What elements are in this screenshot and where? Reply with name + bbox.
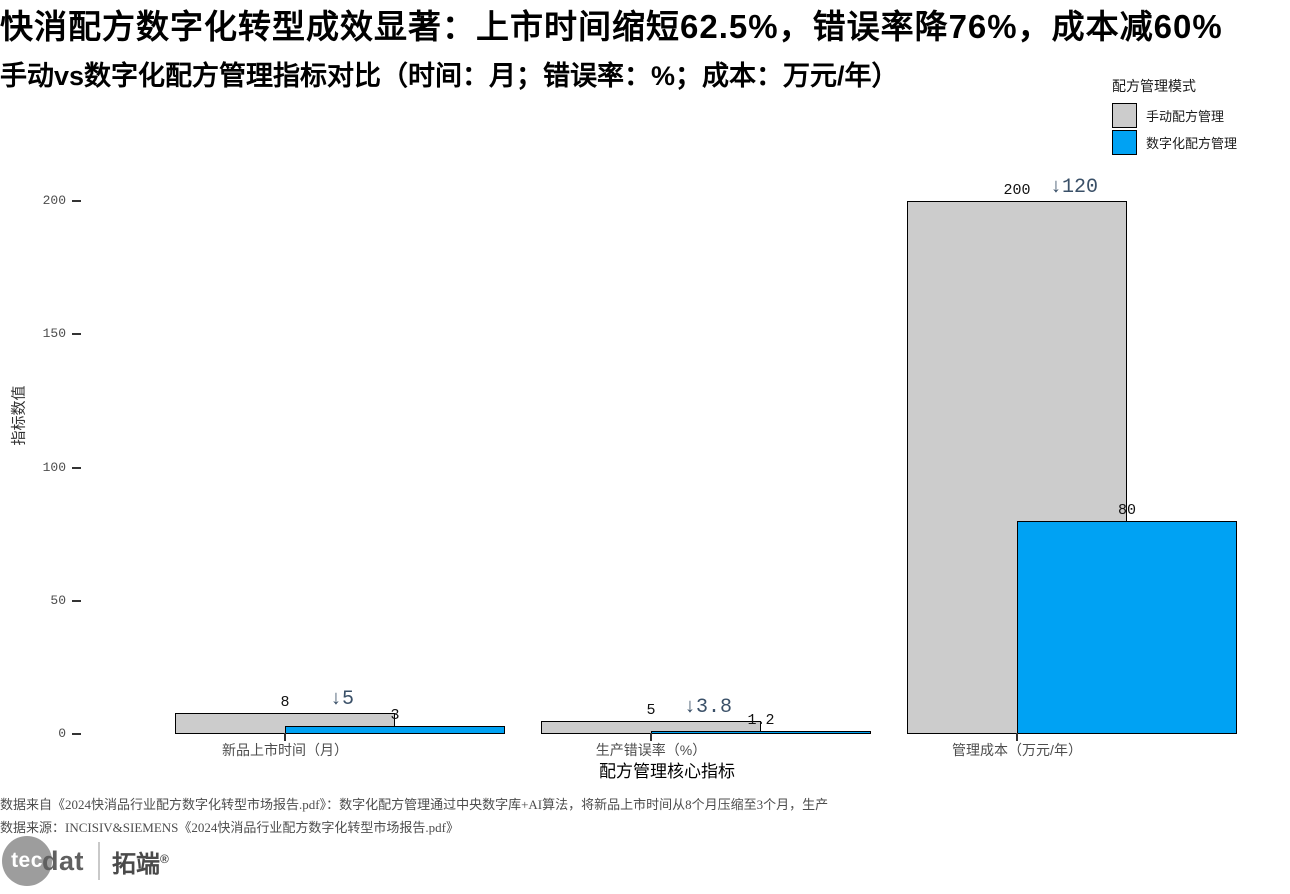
y-tick-label: 150 [42,326,66,342]
legend-swatch-icon [1112,103,1137,128]
y-tick-mark [72,466,81,469]
registered-mark: ® [160,851,169,866]
legend-title: 配方管理模式 [1112,78,1196,94]
y-tick-mark [72,599,81,602]
y-tick-mark [72,333,81,336]
value-label-digital-0: 3 [390,707,400,724]
y-tick-mark [72,733,81,735]
legend-items: 手动配方管理 数字化配方管理 [1112,102,1237,156]
value-label-manual-1: 5 [646,701,656,719]
legend-swatch-icon [1112,130,1137,155]
footer-source-citation: 数据来源：INCISIV&SIEMENS《2024快消品行业配方数字化转型市场报… [0,820,459,835]
y-tick-mark [72,200,81,202]
legend-item-label: 数字化配方管理 [1146,136,1238,151]
x-tick-mark [284,733,286,741]
reduction-annotation-1: ↓3.8 [683,695,733,719]
x-category-label: 生产错误率（%） [595,742,707,758]
legend: 配方管理模式 手动配方管理 数字化配方管理 [1112,76,1237,156]
y-tick-label: 0 [58,726,66,741]
tecdat-logo: tec dat 拓端® [2,835,169,887]
logo-dat-text: dat [42,845,84,876]
bar-digital-2 [1017,520,1237,734]
x-tick-mark [1016,733,1018,741]
reduction-annotation-2: ↓120 [1049,176,1099,199]
legend-item-0: 手动配方管理 [1112,102,1237,129]
reduction-annotation-0: ↓5 [329,687,355,711]
bar-digital-0 [285,726,505,734]
value-label-digital-2: 80 [1117,501,1137,519]
value-label-manual-0: 8 [280,693,290,711]
y-tick-label: 200 [42,193,66,208]
x-axis-title: 配方管理核心指标 [599,762,735,781]
x-category-label: 管理成本（万元/年） [952,742,1082,758]
legend-item-1: 数字化配方管理 [1112,129,1237,156]
value-label-manual-2: 200 [1003,182,1031,199]
tecdat-logo-circle-icon: tec [2,836,52,886]
x-tick-mark [650,733,652,741]
y-tick-label: 50 [50,592,66,608]
logo-divider [98,842,100,880]
chart-subtitle: 手动vs数字化配方管理指标对比（时间：月；错误率：%；成本：万元/年） [0,61,899,91]
y-tick-label: 100 [42,459,66,475]
value-label-digital-1: 1.2 [747,711,775,729]
x-category-label: 新品上市时间（月） [222,742,348,758]
bar-digital-1 [651,730,871,734]
logo-brand-text: 拓端® [112,850,169,878]
y-axis-title: 指标数值 [10,385,28,446]
logo-tec-text: tec [11,849,43,872]
legend-item-label: 手动配方管理 [1146,109,1225,124]
chart-title: 快消配方数字化转型成效显著：上市时间缩短62.5%，错误率降76%，成本减60% [0,8,1223,45]
footer-source-note: 数据来自《2024快消品行业配方数字化转型市场报告.pdf》：数字化配方管理通过… [0,797,829,812]
